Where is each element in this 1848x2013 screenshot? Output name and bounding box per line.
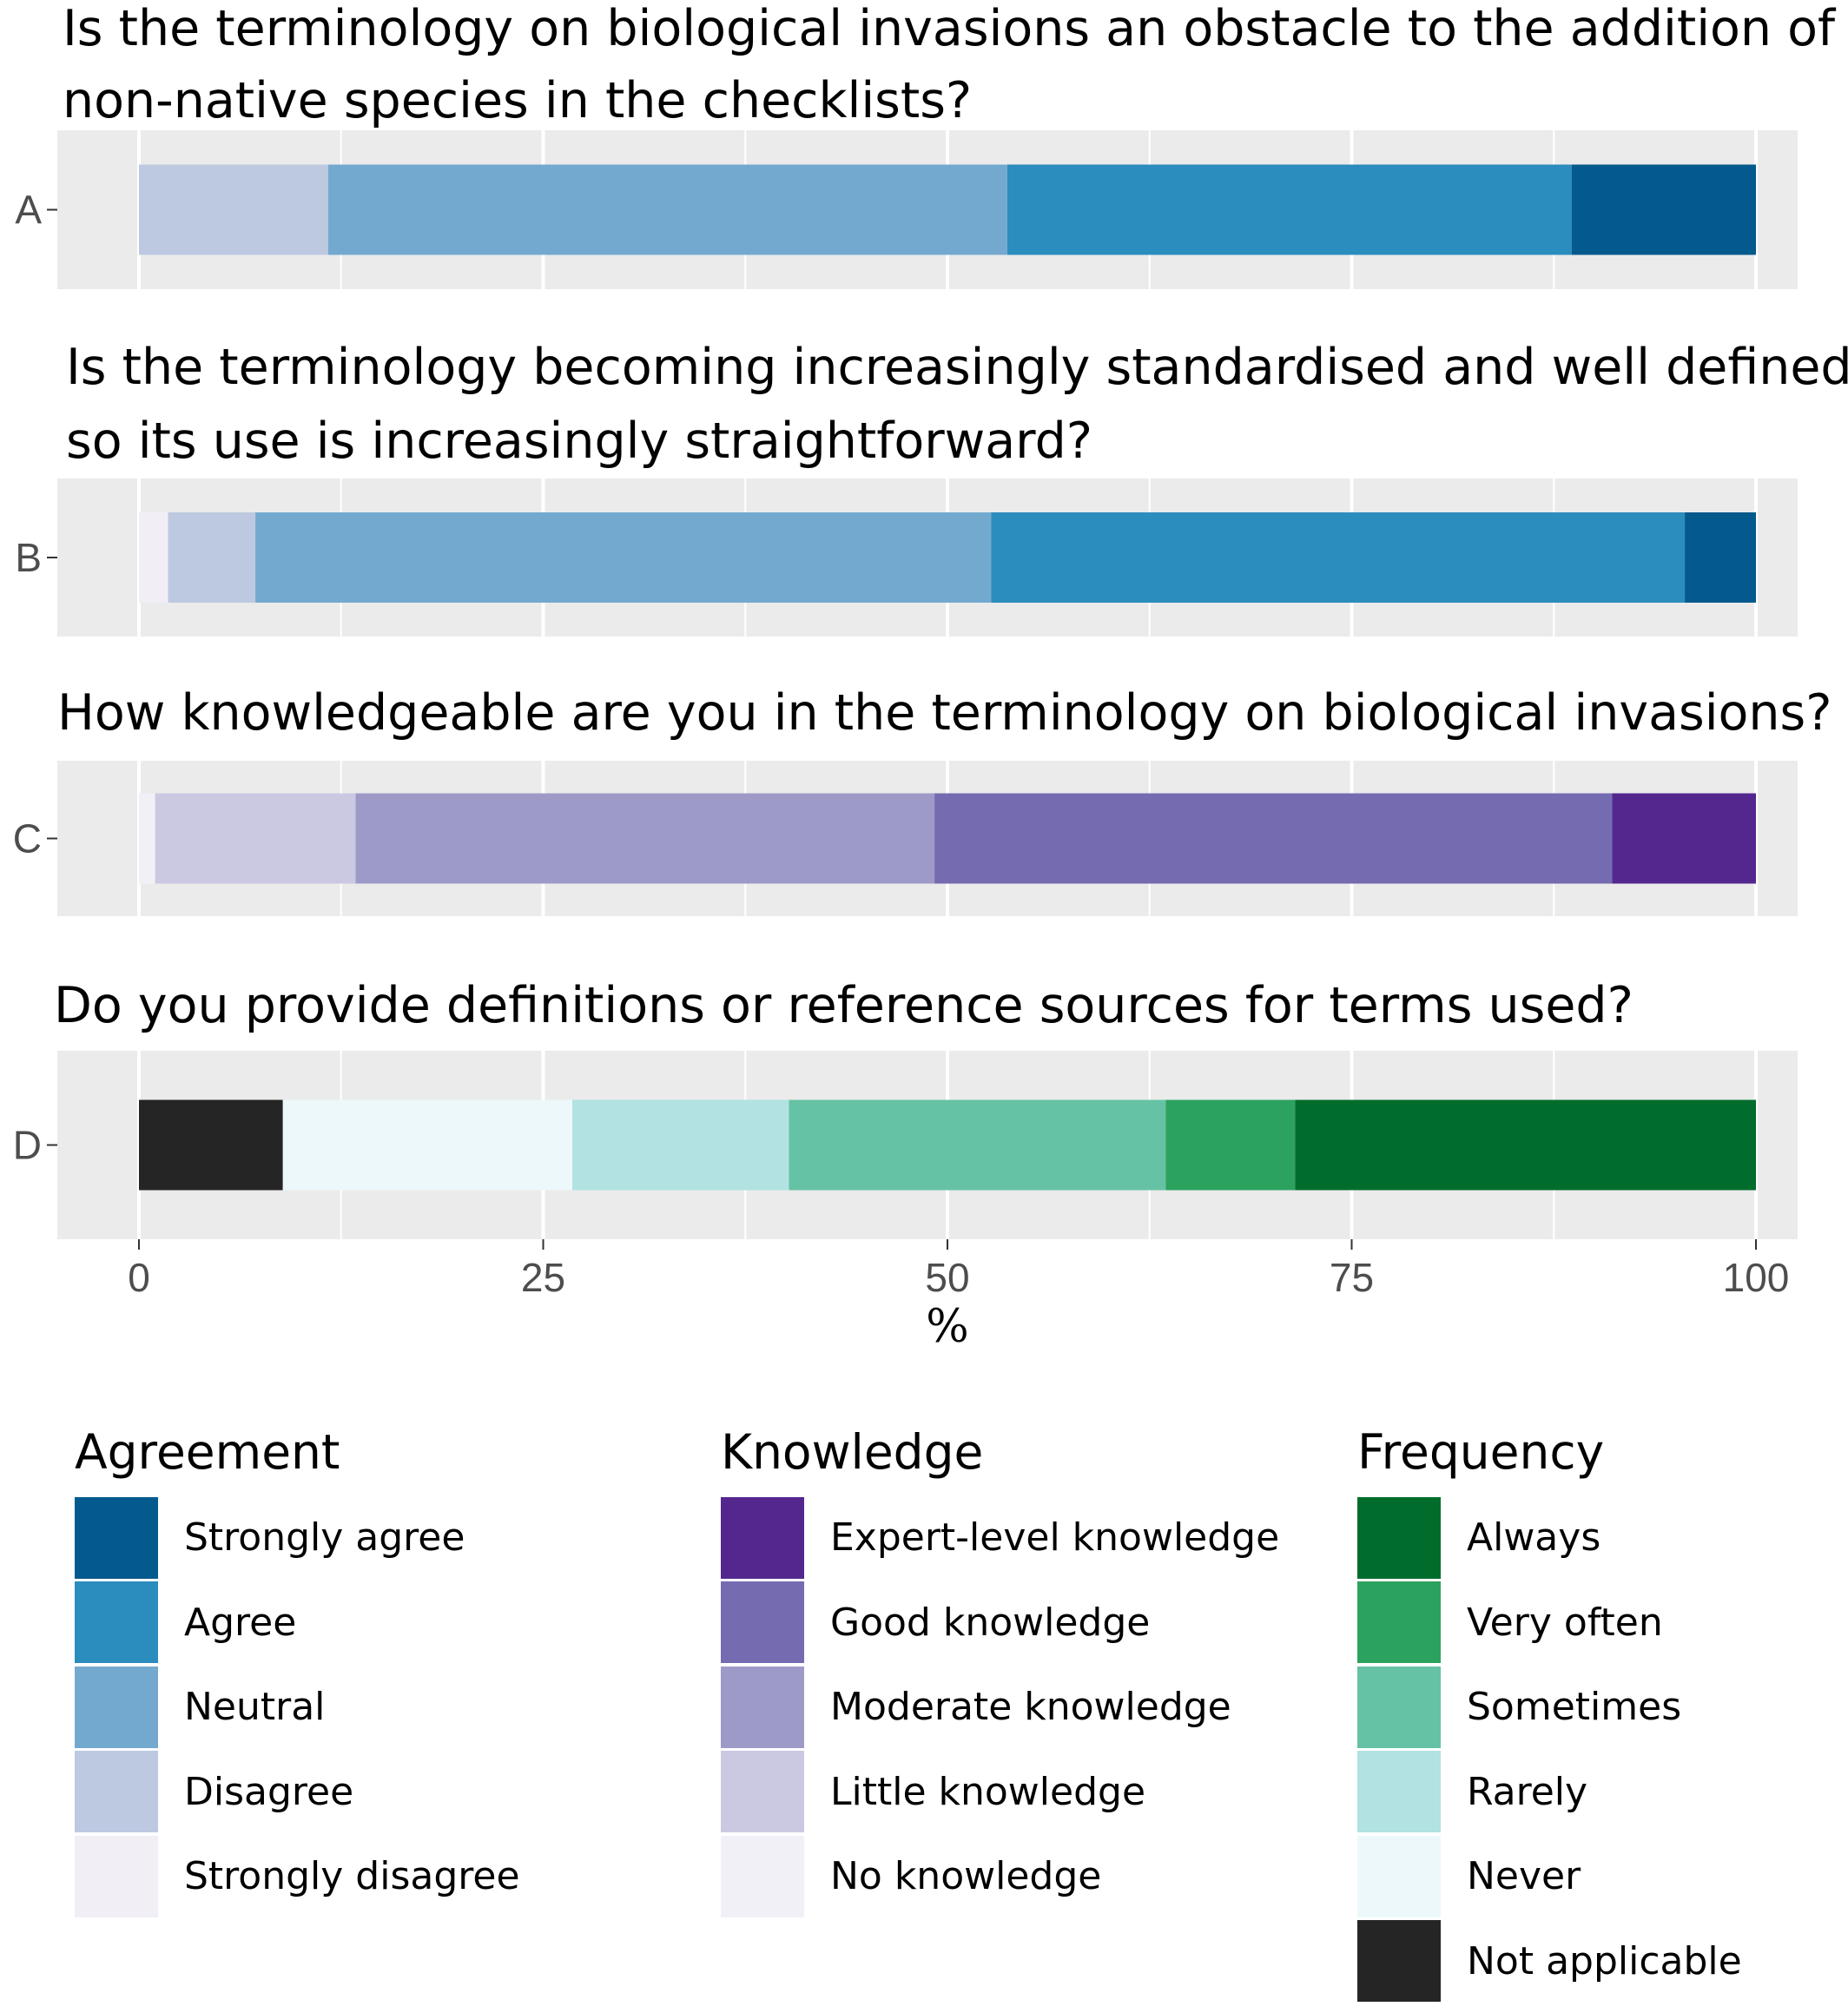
legend-item-disagree: Disagree [75, 1750, 520, 1835]
bar-segment-c-good-knowledge [934, 793, 1613, 884]
legend-swatch-good-knowledge [721, 1581, 804, 1664]
bar-segment-a-strongly-agree [1571, 164, 1756, 255]
legend-frequency: Frequency Always Very often Sometimes Rarely… [1357, 1424, 1742, 2003]
x-axis: 0 25 50 75 100% [128, 1239, 1789, 1353]
question-title-a-line-2: non-native species in the checklists? [63, 72, 972, 129]
bar-segment-d-sometimes [789, 1099, 1166, 1191]
legend-item-strongly-disagree: Strongly disagree [75, 1834, 520, 1919]
survey-chart: Is the terminology on biological invasio… [13, 0, 1848, 1353]
legend-swatch-neutral [75, 1666, 158, 1748]
bar-segment-b-strongly-agree [1685, 512, 1756, 603]
legend-item-strongly-agree: Strongly agree [75, 1495, 520, 1581]
row-label-d: D [13, 1123, 42, 1168]
bar-segment-d-never [282, 1099, 573, 1191]
legend-swatch-agree [75, 1581, 158, 1664]
legend-swatch-never [1357, 1835, 1441, 1917]
legend-item-never: Never [1357, 1834, 1742, 1919]
bar-segment-b-disagree [168, 512, 256, 603]
bar-segment-a-disagree [139, 164, 328, 255]
legend-label-neutral: Neutral [184, 1685, 326, 1730]
legend-swatch-strongly-disagree [75, 1835, 158, 1917]
legend-label-very-often: Very often [1467, 1600, 1663, 1645]
bar-segment-b-strongly-disagree [139, 512, 168, 603]
legend-item-agree: Agree [75, 1581, 520, 1666]
row-a: Is the terminology on biological invasio… [15, 0, 1837, 289]
x-tick-label-25: 25 [521, 1255, 565, 1300]
legend-label-rarely: Rarely [1467, 1769, 1588, 1814]
legend-label-moderate-knowledge: Moderate knowledge [830, 1685, 1231, 1730]
legend-item-rarely: Rarely [1357, 1750, 1742, 1835]
bar-segment-d-very-often [1165, 1099, 1296, 1191]
legend-swatch-sometimes [1357, 1666, 1441, 1748]
x-tick-label-75: 75 [1330, 1255, 1374, 1300]
row-label-a: A [15, 188, 42, 233]
legend-swatch-always [1357, 1496, 1441, 1579]
legend-swatch-not-applicable [1357, 1920, 1441, 2003]
bar-segment-c-little-knowledge [155, 793, 356, 884]
bar-segment-b-neutral [255, 512, 992, 603]
row-b: Is the terminology becoming increasingly… [15, 339, 1848, 637]
legend-title-frequency: Frequency [1357, 1424, 1605, 1480]
question-title-d-line-1: Do you provide definitions or reference … [54, 977, 1634, 1034]
x-tick-label-50: 50 [925, 1255, 969, 1300]
legend-agreement: Agreement Strongly agree Agree Neutral Disag… [75, 1424, 520, 1919]
legend-item-very-often: Very often [1357, 1581, 1742, 1666]
legend-knowledge: Knowledge Expert-level knowledge Good know… [721, 1424, 1279, 1919]
legend-item-always: Always [1357, 1495, 1742, 1581]
legend-swatch-moderate-knowledge [721, 1666, 804, 1748]
legend-item-moderate-knowledge: Moderate knowledge [721, 1665, 1279, 1750]
bar-segment-d-rarely [572, 1099, 789, 1191]
row-label-c: C [13, 816, 42, 861]
legend-swatch-expert-level-knowledge [721, 1496, 804, 1579]
legend-item-little-knowledge: Little knowledge [721, 1750, 1279, 1835]
bar-segment-d-not-applicable [139, 1099, 283, 1191]
bar-segment-b-agree [991, 512, 1686, 603]
legend-label-always: Always [1467, 1515, 1601, 1561]
legend-item-not-applicable: Not applicable [1357, 1919, 1742, 2004]
legend-label-not-applicable: Not applicable [1467, 1938, 1742, 1983]
legend-item-good-knowledge: Good knowledge [721, 1581, 1279, 1666]
bar-segment-c-moderate-knowledge [355, 793, 935, 884]
x-tick-label-100: 100 [1723, 1255, 1790, 1300]
legend-swatch-disagree [75, 1751, 158, 1833]
legend-label-sometimes: Sometimes [1467, 1685, 1682, 1730]
row-c: How knowledgeable are you in the termino… [13, 684, 1832, 916]
legend-item-neutral: Neutral [75, 1665, 520, 1750]
legend-title-knowledge: Knowledge [721, 1424, 984, 1480]
question-title-b-line-1: Is the terminology becoming increasingly… [66, 339, 1848, 396]
row-label-b: B [15, 535, 42, 580]
bar-segment-a-agree [1006, 164, 1572, 255]
legend-item-no-knowledge: No knowledge [721, 1834, 1279, 1919]
legend-title-agreement: Agreement [75, 1424, 340, 1480]
row-d: Do you provide definitions or reference … [13, 977, 1798, 1239]
question-title-c-line-1: How knowledgeable are you in the termino… [57, 684, 1832, 742]
legend-label-agree: Agree [184, 1600, 297, 1645]
bar-segment-c-expert-level-knowledge [1612, 793, 1756, 884]
legend-label-expert-level-knowledge: Expert-level knowledge [830, 1515, 1280, 1561]
legend-label-disagree: Disagree [184, 1769, 354, 1814]
x-tick-label-0: 0 [128, 1255, 150, 1300]
legend-label-strongly-disagree: Strongly disagree [184, 1854, 520, 1899]
legend-label-little-knowledge: Little knowledge [830, 1769, 1146, 1814]
legend-label-strongly-agree: Strongly agree [184, 1515, 465, 1561]
legend-item-expert-level-knowledge: Expert-level knowledge [721, 1495, 1279, 1581]
question-title-a-line-1: Is the terminology on biological invasio… [63, 0, 1837, 57]
legend-swatch-strongly-agree [75, 1496, 158, 1579]
bar-segment-c-no-knowledge [139, 793, 155, 884]
legend-label-good-knowledge: Good knowledge [830, 1600, 1151, 1645]
legend-item-sometimes: Sometimes [1357, 1665, 1742, 1750]
question-title-b-line-2: so its use is increasingly straightforwa… [66, 412, 1092, 470]
legend-swatch-no-knowledge [721, 1835, 804, 1917]
legend-swatch-rarely [1357, 1751, 1441, 1833]
x-axis-title: % [926, 1301, 968, 1353]
bar-segment-a-neutral [327, 164, 1007, 255]
legend-label-no-knowledge: No knowledge [830, 1854, 1102, 1899]
legend-swatch-little-knowledge [721, 1751, 804, 1833]
legend-label-never: Never [1467, 1854, 1581, 1899]
bar-segment-d-always [1295, 1099, 1756, 1191]
legend-swatch-very-often [1357, 1581, 1441, 1664]
